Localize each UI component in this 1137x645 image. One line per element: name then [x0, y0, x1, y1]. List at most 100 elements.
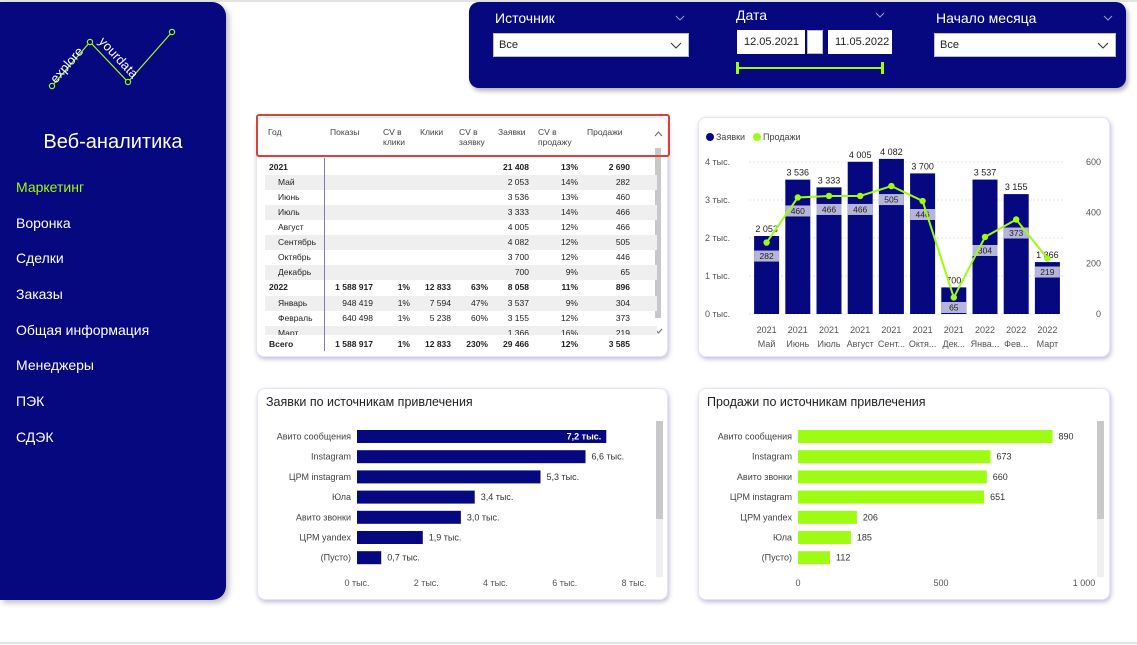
sales-label-box: [972, 244, 998, 256]
sidebar-item-cdek[interactable]: СДЭК: [16, 428, 54, 445]
table-row[interactable]: Октябрь 3 700 12% 446: [265, 250, 657, 265]
sidebar-item-funnel[interactable]: Воронка: [16, 214, 71, 231]
table-row[interactable]: Июнь 3 536 13% 460: [265, 190, 657, 205]
x-tick-year: 2021: [913, 325, 933, 335]
bar: [357, 470, 541, 484]
date-to-input[interactable]: 11.05.2022: [828, 30, 892, 54]
sales-point: [857, 192, 864, 200]
sales-value-label: 282: [760, 251, 774, 261]
x-tick-label: 6 тыс.: [552, 578, 577, 588]
legend-marker-sales: [753, 133, 761, 141]
bar-value-label: 3,4 тыс.: [481, 492, 514, 502]
chevron-down-icon[interactable]: [675, 13, 685, 23]
col-header-cv-sales[interactable]: CV в продажу: [538, 127, 572, 147]
date-filter-label: Дата: [736, 7, 768, 23]
table-row[interactable]: Январь 948 419 1% 7 594 47% 3 537 9% 304: [265, 296, 657, 311]
logo-word-explore: explore: [47, 44, 86, 86]
col-header-sales[interactable]: Продажи: [587, 127, 623, 137]
month-filter-label: Начало месяца: [936, 10, 1037, 26]
table-scrollbar[interactable]: [655, 148, 661, 318]
table-cell: 21 408: [503, 162, 529, 172]
table-cell: 1%: [397, 339, 410, 349]
table-cell: 446: [615, 252, 630, 262]
bar-value-label: 206: [863, 512, 878, 522]
table-row[interactable]: 2022 1 588 917 1% 12 833 63% 8 058 11% 896: [265, 280, 657, 295]
category-label: (Пусто): [321, 553, 351, 563]
sales-by-source-chart: Авито сообщения 890 Instagram 673 Авито звон…: [718, 421, 1104, 588]
bar-value-label: 660: [993, 472, 1008, 482]
bar-label-requests: 700: [946, 275, 961, 285]
x-tick-month: Май: [758, 339, 776, 349]
table-cell: 4 005: [507, 222, 529, 232]
chevron-down-icon[interactable]: [1103, 13, 1113, 23]
table-row[interactable]: Март 1 366 16% 219: [265, 326, 657, 335]
sales-label-box: [878, 194, 904, 206]
x-tick-label: 0 тыс.: [344, 578, 369, 588]
table-row[interactable]: Май 2 053 14% 282: [265, 175, 657, 190]
table-cell: 12%: [560, 339, 578, 349]
sidebar-item-orders[interactable]: Заказы: [16, 286, 63, 303]
col-header-cv-requests[interactable]: CV в заявку: [459, 127, 485, 147]
date-range-slider[interactable]: [736, 62, 884, 74]
logo-word-yourdata: yourdata: [96, 34, 142, 82]
table-cell: 63%: [470, 282, 488, 292]
table-row[interactable]: 2021 21 408 13% 2 690: [265, 160, 657, 175]
bar: [798, 490, 985, 504]
table-row[interactable]: Август 4 005 12% 466: [265, 220, 657, 235]
bar-requests: [785, 179, 811, 314]
bar-value-label: 890: [1059, 432, 1074, 442]
x-tick-year: 2021: [757, 325, 777, 335]
table-row[interactable]: Июль 3 333 14% 466: [265, 205, 657, 220]
sidebar-item-managers[interactable]: Менеджеры: [16, 357, 94, 374]
table-cell: Февраль: [278, 313, 313, 323]
sales-value-label: 219: [1040, 267, 1054, 277]
table-cell: 1 588 917: [335, 339, 373, 349]
x-tick-month: Октя...: [909, 339, 937, 349]
table-row[interactable]: Сентябрь 4 082 12% 505: [265, 235, 657, 250]
source-select[interactable]: Все: [493, 33, 689, 57]
sidebar-item-deals[interactable]: Сделки: [16, 250, 64, 267]
table-cell: 13%: [560, 162, 578, 172]
table-cell: 3 585: [608, 339, 630, 349]
x-tick-year: 2021: [819, 325, 839, 335]
col-header-clicks[interactable]: Клики: [420, 127, 444, 137]
category-label: Авито звонки: [296, 512, 351, 522]
bar: [798, 531, 851, 544]
table-cell: Всего: [269, 339, 294, 349]
bar-requests: [754, 235, 780, 314]
col-header-year[interactable]: Год: [268, 127, 282, 137]
col-header-cv-clicks[interactable]: CV в клики: [383, 127, 405, 147]
calendar-icon[interactable]: [807, 30, 823, 54]
bar-value-label: 6,6 тыс.: [592, 452, 625, 462]
sidebar-item-marketing[interactable]: Маркетинг: [16, 179, 85, 195]
sidebar-item-general-info[interactable]: Общая информация: [16, 321, 150, 338]
monthly-combo-chart: Заявки Продажи 0 тыс. 1 тыс. 2 тыс. 3 тыс. 4 т…: [705, 132, 1101, 349]
table-row[interactable]: Декабрь 700 9% 65: [265, 265, 657, 280]
table-row[interactable]: Февраль 640 498 1% 5 238 60% 3 155 12% 373: [265, 311, 657, 326]
month-select[interactable]: Все: [934, 33, 1116, 57]
date-from-input[interactable]: 12.05.2021: [737, 30, 805, 54]
y-tick-left: 2 тыс.: [705, 233, 730, 243]
sidebar-item-pek[interactable]: ПЭК: [16, 393, 45, 410]
legend-label-requests: Заявки: [716, 132, 745, 142]
y-tick-right: 600: [1086, 157, 1101, 167]
sales-point: [981, 233, 989, 241]
bar-label-requests: 3 333: [818, 175, 841, 185]
table-cell: 65: [620, 267, 630, 277]
table-cell: 304: [615, 298, 630, 308]
sales-point: [1044, 255, 1051, 262]
chevron-down-icon[interactable]: [875, 10, 885, 20]
table-cell: 1 366: [507, 328, 529, 335]
col-header-impressions[interactable]: Показы: [330, 127, 360, 137]
sales-point: [888, 182, 895, 190]
x-tick-month: Сент...: [878, 339, 905, 349]
bar-value-label: 673: [996, 452, 1011, 462]
table-cell: 1%: [397, 313, 410, 323]
scroll-up-icon[interactable]: [654, 130, 663, 137]
table-row[interactable]: Всего 1 588 917 1% 12 833 230% 29 466 12% 3 585: [265, 337, 657, 352]
col-header-requests[interactable]: Заявки: [498, 127, 526, 137]
bar-label-requests: 1 366: [1036, 250, 1059, 260]
sales-point: [1013, 216, 1020, 223]
table-cell: Май: [278, 177, 295, 187]
table-cell: 5 238: [429, 313, 451, 323]
